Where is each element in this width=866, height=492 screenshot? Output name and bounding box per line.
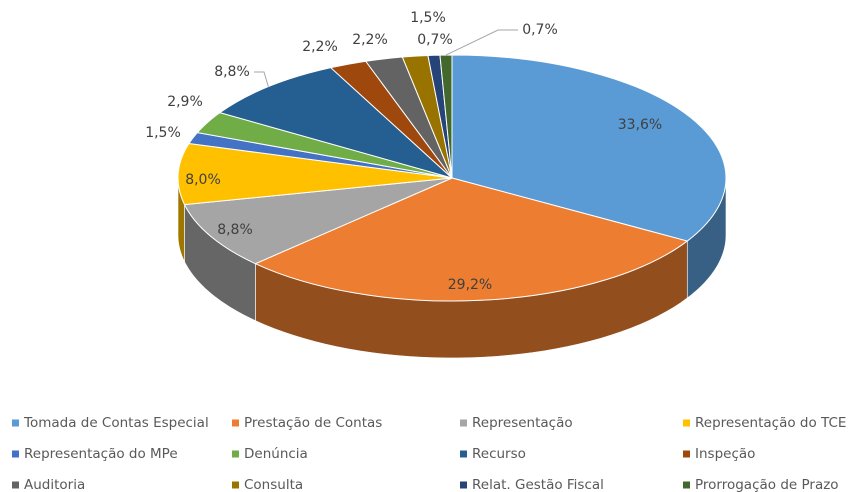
legend-swatch: [460, 481, 467, 489]
legend-label: Consulta: [244, 477, 303, 492]
data-label: 29,2%: [448, 277, 492, 293]
slice: [218, 67, 453, 179]
legend-label: Prorrogação de Prazo: [695, 477, 839, 492]
slice-top: [254, 177, 689, 302]
leader-line: [445, 29, 518, 56]
data-label: 0,7%: [522, 22, 558, 38]
legend-swatch: [232, 481, 239, 489]
legend-label: Auditoria: [24, 477, 85, 492]
slice-top: [183, 177, 453, 265]
legend-label: Denúncia: [244, 446, 308, 462]
legend-swatch: [460, 419, 467, 427]
legend-label: Recurso: [472, 446, 526, 462]
data-label: 1,5%: [145, 125, 181, 141]
legend-swatch: [683, 481, 690, 489]
legend-label: Prestação de Contas: [244, 415, 382, 431]
data-label: 8,8%: [217, 222, 253, 238]
legend-label: Tomada de Contas Especial: [23, 415, 209, 431]
data-label: 1,5%: [410, 10, 446, 26]
legend-label: Relat. Gestão Fiscal: [472, 477, 604, 492]
slice-top: [177, 142, 453, 206]
data-label: 0,7%: [417, 32, 453, 48]
slice: [451, 54, 727, 299]
data-label: 33,6%: [618, 117, 662, 133]
data-label: 2,2%: [352, 32, 388, 48]
data-label: 2,2%: [302, 39, 338, 55]
legend-label: Representação do TCE: [695, 415, 846, 431]
legend-label: Inspeção: [695, 446, 755, 462]
data-label: 2,9%: [167, 94, 203, 110]
legend-swatch: [232, 450, 239, 458]
legend-swatch: [12, 419, 19, 427]
slice: [177, 142, 453, 262]
legend-swatch: [683, 419, 690, 427]
legend-swatch: [683, 450, 690, 458]
data-label: 8,8%: [214, 64, 250, 80]
slice: [183, 177, 453, 322]
slice-top: [451, 54, 727, 242]
leader-line: [254, 71, 269, 87]
slice-top: [218, 67, 453, 179]
legend-swatch: [232, 419, 239, 427]
data-label: 8,0%: [185, 172, 221, 188]
legend-swatch: [460, 450, 467, 458]
legend-swatch: [12, 450, 19, 458]
legend-swatch: [12, 481, 19, 489]
legend-label: Representação: [472, 415, 573, 431]
legend-label: Representação do MPe: [24, 446, 178, 462]
